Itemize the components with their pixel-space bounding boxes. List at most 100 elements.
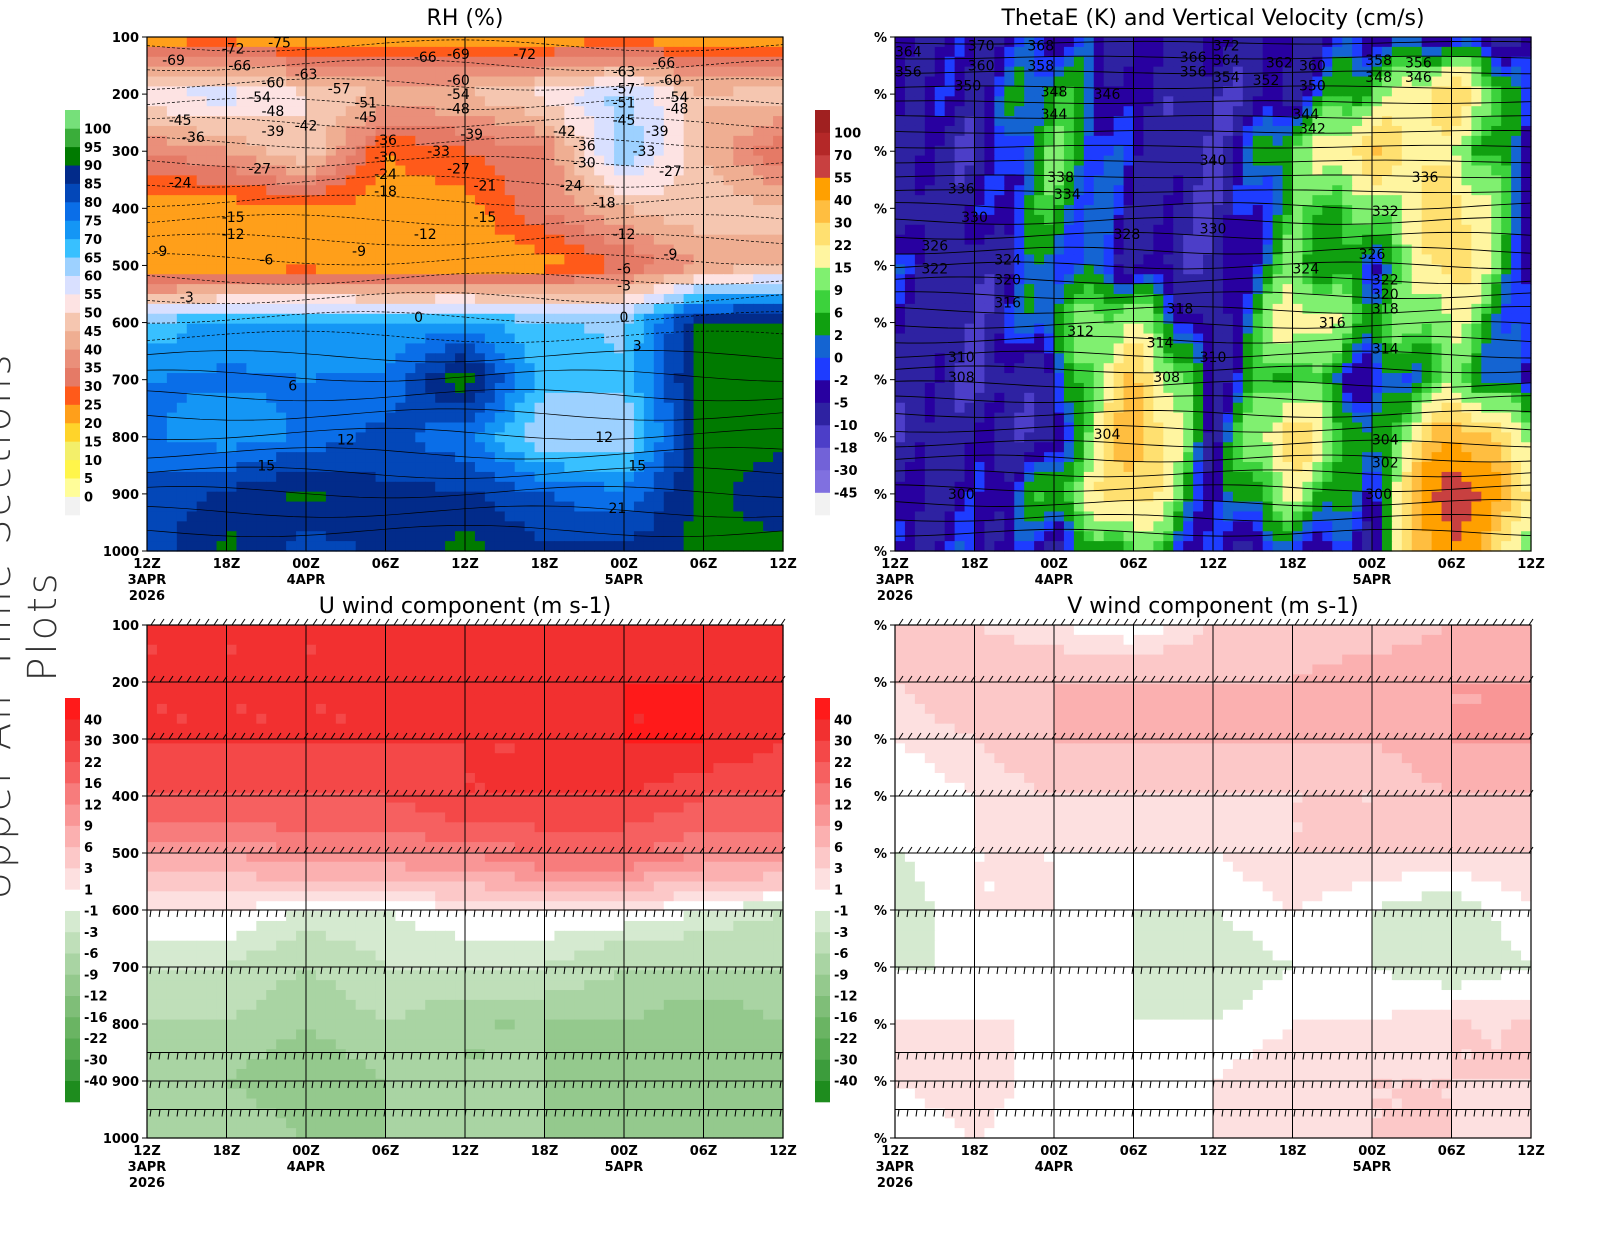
field-cell xyxy=(345,313,357,325)
field-cell xyxy=(514,511,526,522)
field-cell xyxy=(614,205,625,216)
field-cell xyxy=(385,491,397,503)
field-cell xyxy=(395,264,406,275)
field-cell xyxy=(683,86,695,97)
field-cell xyxy=(246,412,257,424)
field-cell xyxy=(1242,175,1254,186)
field-cell xyxy=(156,442,168,453)
field-cell xyxy=(594,402,605,414)
field-cell xyxy=(944,205,956,216)
field-cell xyxy=(226,135,238,147)
field-cell xyxy=(1193,135,1204,147)
field-cell xyxy=(733,86,744,97)
field-cell xyxy=(1292,195,1304,206)
field-cell xyxy=(643,214,655,226)
field-cell xyxy=(703,214,715,226)
field-cell xyxy=(484,185,496,196)
field-cell xyxy=(1302,46,1313,58)
field-cell xyxy=(315,66,327,78)
field-cell xyxy=(733,531,744,542)
field-cell xyxy=(1242,106,1254,117)
field-cell xyxy=(1451,185,1463,196)
field-cell xyxy=(1143,244,1154,256)
field-cell xyxy=(335,46,347,58)
field-cell xyxy=(743,462,754,473)
field-cell xyxy=(375,106,387,117)
field-cell xyxy=(1362,46,1373,58)
field-cell xyxy=(733,294,744,305)
field-cell xyxy=(1093,106,1105,117)
field-cell xyxy=(1093,86,1105,97)
field-cell xyxy=(465,521,476,532)
field-cell xyxy=(325,116,337,127)
field-cell xyxy=(1272,205,1284,216)
field-cell xyxy=(1034,195,1045,206)
field-cell xyxy=(474,66,486,78)
field-cell xyxy=(196,155,208,167)
field-cell xyxy=(1014,165,1025,176)
field-cell xyxy=(1381,185,1393,196)
field-cell xyxy=(435,244,446,256)
field-cell xyxy=(743,155,754,167)
field-cell xyxy=(584,471,595,483)
field-cell xyxy=(246,264,257,275)
field-cell xyxy=(176,313,188,325)
field-cell xyxy=(1123,125,1135,137)
field-cell xyxy=(673,96,685,107)
field-cell xyxy=(524,373,536,384)
field-cell xyxy=(474,392,486,404)
field-cell xyxy=(355,284,367,295)
field-cell xyxy=(683,353,695,364)
field-cell xyxy=(395,432,406,443)
field-cell xyxy=(465,125,476,137)
field-cell xyxy=(1203,135,1214,147)
field-cell xyxy=(984,106,995,117)
field-cell xyxy=(954,46,966,58)
field-cell xyxy=(703,96,715,107)
temperature-contour xyxy=(146,39,784,52)
field-cell xyxy=(614,481,625,493)
filled-field xyxy=(147,37,784,552)
field-cell xyxy=(703,471,715,483)
contour-label: -42 xyxy=(295,119,318,135)
field-cell xyxy=(773,244,784,256)
field-cell xyxy=(713,155,724,167)
field-cell xyxy=(1332,195,1343,206)
field-cell xyxy=(1302,106,1313,117)
field-cell xyxy=(753,135,764,147)
colorbar-swatch xyxy=(65,183,80,203)
field-cell xyxy=(1282,76,1294,88)
field-cell xyxy=(753,116,764,127)
field-cell xyxy=(703,442,715,453)
field-cell xyxy=(306,392,317,404)
field-cell xyxy=(147,185,158,196)
field-cell xyxy=(753,432,764,443)
field-cell xyxy=(524,402,536,414)
field-cell xyxy=(1203,214,1214,226)
field-cell xyxy=(1123,214,1135,226)
field-cell xyxy=(504,165,516,176)
field-cell xyxy=(405,125,416,137)
field-cell xyxy=(753,294,764,305)
field-cell xyxy=(514,481,526,493)
contour-label: -66 xyxy=(414,50,437,66)
field-cell xyxy=(713,165,724,176)
field-cell xyxy=(1272,116,1284,127)
field-cell xyxy=(1193,116,1204,127)
field-cell xyxy=(375,175,387,186)
field-cell xyxy=(514,135,526,147)
field-cell xyxy=(1491,244,1502,256)
field-cell xyxy=(415,224,426,236)
field-cell xyxy=(296,56,307,68)
field-cell xyxy=(176,462,188,473)
field-cell xyxy=(1292,244,1304,256)
field-cell xyxy=(176,185,188,196)
field-cell xyxy=(226,343,238,354)
field-cell xyxy=(465,116,476,127)
field-cell xyxy=(554,343,565,354)
field-cell xyxy=(405,106,416,117)
field-cell xyxy=(1044,214,1055,226)
field-cell xyxy=(663,116,675,127)
field-cell xyxy=(723,313,734,325)
field-cell xyxy=(994,116,1005,127)
